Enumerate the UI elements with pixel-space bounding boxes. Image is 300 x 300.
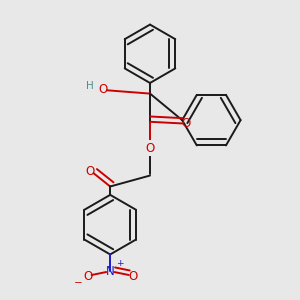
Text: N: N: [106, 265, 115, 278]
Text: −: −: [74, 278, 83, 288]
Text: +: +: [116, 259, 123, 268]
Text: O: O: [146, 142, 154, 155]
Text: O: O: [128, 269, 137, 283]
Text: O: O: [182, 117, 191, 130]
Text: O: O: [83, 269, 92, 283]
Text: O: O: [86, 165, 95, 178]
Text: H: H: [86, 81, 94, 91]
Text: O: O: [98, 83, 107, 96]
